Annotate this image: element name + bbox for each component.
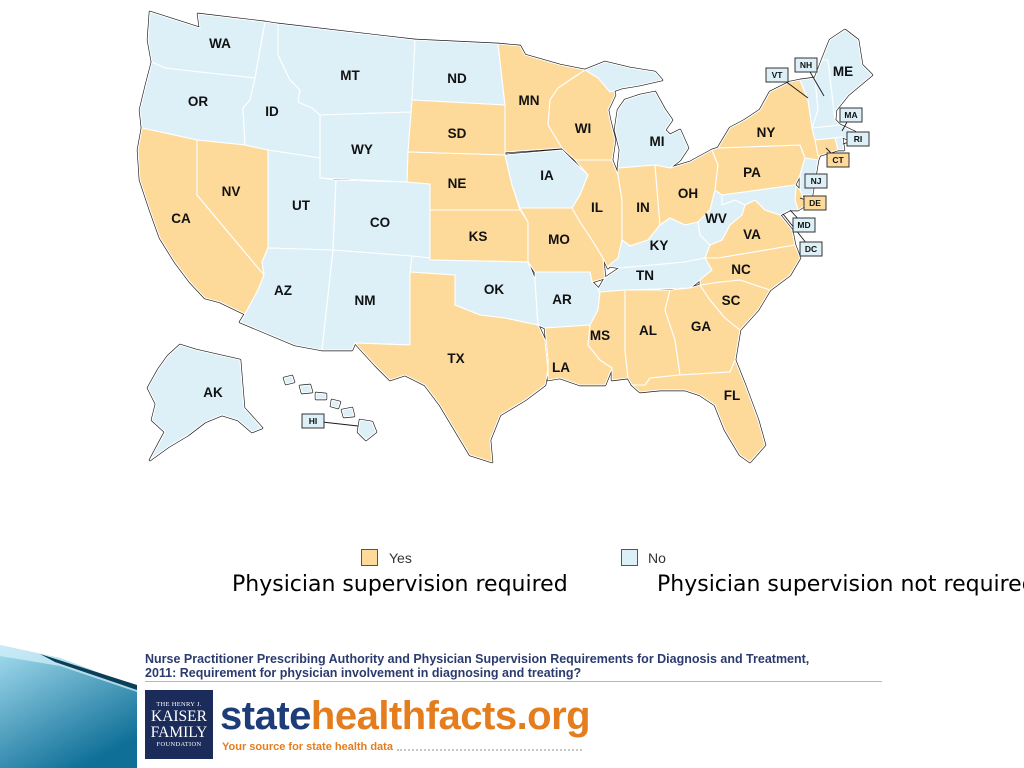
state-callout-box-ma bbox=[839, 107, 863, 123]
tagline-dotted-rule bbox=[396, 748, 582, 751]
state-label-ak: AK bbox=[203, 385, 223, 400]
state-label-mt: MT bbox=[340, 68, 360, 83]
state-label-hi: HI bbox=[309, 416, 318, 426]
state-fl bbox=[631, 359, 766, 463]
state-label-nm: NM bbox=[355, 293, 376, 308]
state-ak bbox=[147, 344, 263, 461]
state-ct bbox=[814, 137, 839, 157]
state-label-oh: OH bbox=[678, 186, 698, 201]
state-label-nj: NJ bbox=[811, 176, 822, 186]
legend-yes-caption: Physician supervision required bbox=[232, 574, 568, 596]
us-map: WA OR CA NV ID MT WY UT CO AZ NM ND SD NE KS OK TX MN IA MO… bbox=[136, 10, 874, 464]
state-label-mo: MO bbox=[548, 232, 570, 247]
state-label-wv: WV bbox=[705, 211, 727, 226]
logo-line-4: FOUNDATION bbox=[156, 740, 202, 748]
kaiser-family-foundation-logo: THE HENRY J. KAISER FAMILY FOUNDATION bbox=[145, 690, 213, 759]
state-label-ri: RI bbox=[854, 134, 863, 144]
legend-no-swatch bbox=[621, 549, 638, 566]
legend-no-label: No bbox=[648, 550, 666, 566]
logo-line-3: FAMILY bbox=[150, 723, 208, 741]
state-label-wa: WA bbox=[209, 36, 231, 51]
state-label-me: ME bbox=[833, 64, 853, 79]
ribbon-shadow-wedge bbox=[40, 654, 137, 690]
state-callout-box-ri bbox=[846, 131, 870, 147]
state-label-tn: TN bbox=[636, 268, 654, 283]
statehealthfacts-brand: statehealthfacts.org bbox=[220, 694, 591, 738]
source-title-line-1: Nurse Practitioner Prescribing Authority… bbox=[145, 652, 810, 666]
state-label-wy: WY bbox=[351, 142, 373, 157]
state-label-ca: CA bbox=[171, 211, 191, 226]
state-label-or: OR bbox=[188, 94, 209, 109]
state-label-ks: KS bbox=[469, 229, 488, 244]
ribbon-highlight bbox=[0, 645, 137, 692]
state-label-nv: NV bbox=[222, 184, 241, 199]
brand-state: state bbox=[220, 694, 311, 738]
legend-yes-swatch bbox=[361, 549, 378, 566]
source-title: Nurse Practitioner Prescribing Authority… bbox=[145, 652, 885, 680]
state-label-ar: AR bbox=[552, 292, 572, 307]
state-label-mn: MN bbox=[519, 93, 540, 108]
brand-healthfacts: healthfacts.org bbox=[310, 694, 591, 738]
state-label-ne: NE bbox=[448, 176, 467, 191]
state-callout-box-md bbox=[792, 217, 816, 233]
state-label-pa: PA bbox=[743, 165, 761, 180]
state-mi bbox=[584, 61, 689, 169]
state-label-az: AZ bbox=[274, 283, 292, 298]
state-label-nh: NH bbox=[800, 60, 812, 70]
state-label-co: CO bbox=[370, 215, 390, 230]
state-tx bbox=[354, 271, 549, 463]
state-label-tx: TX bbox=[447, 351, 464, 366]
state-label-in: IN bbox=[636, 200, 650, 215]
state-callout-box-hi bbox=[301, 413, 325, 429]
state-label-dc: DC bbox=[805, 244, 817, 254]
state-label-sc: SC bbox=[722, 293, 741, 308]
state-label-ok: OK bbox=[484, 282, 505, 297]
state-label-ny: NY bbox=[757, 125, 776, 140]
state-callout-box-de bbox=[803, 195, 827, 211]
state-label-ut: UT bbox=[292, 198, 311, 213]
slide-corner-ribbon bbox=[0, 645, 137, 768]
state-label-vt: VT bbox=[772, 70, 784, 80]
state-label-ms: MS bbox=[590, 328, 610, 343]
state-label-mi: MI bbox=[650, 134, 665, 149]
state-label-va: VA bbox=[743, 227, 761, 242]
state-label-ct: CT bbox=[832, 155, 844, 165]
state-label-al: AL bbox=[639, 323, 657, 338]
legend-no-caption: Physician supervision not required bbox=[657, 574, 1024, 596]
state-label-wi: WI bbox=[575, 121, 592, 136]
source-divider bbox=[145, 681, 882, 682]
logo-line-1: THE HENRY J. bbox=[156, 700, 202, 708]
state-label-il: IL bbox=[591, 200, 603, 215]
map-states-layer bbox=[137, 11, 873, 463]
legend-yes-label: Yes bbox=[389, 550, 412, 566]
map-labels-layer: WA OR CA NV ID MT WY UT CO AZ NM ND SD NE KS OK TX MN IA MO… bbox=[171, 36, 870, 429]
state-hi bbox=[283, 375, 377, 441]
logo-line-2: KAISER bbox=[151, 707, 207, 725]
state-callout-box-nj bbox=[804, 173, 828, 189]
state-ga bbox=[664, 284, 741, 376]
state-label-id: ID bbox=[265, 104, 279, 119]
state-label-md: MD bbox=[797, 220, 810, 230]
state-label-nd: ND bbox=[447, 71, 467, 86]
state-label-ma: MA bbox=[844, 110, 857, 120]
state-callout-box-dc bbox=[799, 241, 823, 257]
state-md bbox=[721, 184, 799, 216]
state-me bbox=[821, 29, 873, 121]
state-label-ky: KY bbox=[650, 238, 669, 253]
state-label-ia: IA bbox=[540, 168, 554, 183]
state-label-la: LA bbox=[552, 360, 570, 375]
state-callout-box-ct bbox=[826, 152, 850, 168]
state-callout-box-nh bbox=[794, 57, 818, 73]
brand-tagline: Your source for state health data bbox=[222, 741, 393, 753]
brand-tagline-row: Your source for state health data bbox=[222, 741, 582, 753]
state-label-ga: GA bbox=[691, 319, 712, 334]
source-title-line-2: 2011: Requirement for physician involvem… bbox=[145, 666, 582, 680]
state-label-sd: SD bbox=[448, 126, 467, 141]
state-label-fl: FL bbox=[724, 388, 741, 403]
state-label-nc: NC bbox=[731, 262, 751, 277]
state-callout-box-vt bbox=[765, 67, 789, 83]
state-label-de: DE bbox=[809, 198, 821, 208]
